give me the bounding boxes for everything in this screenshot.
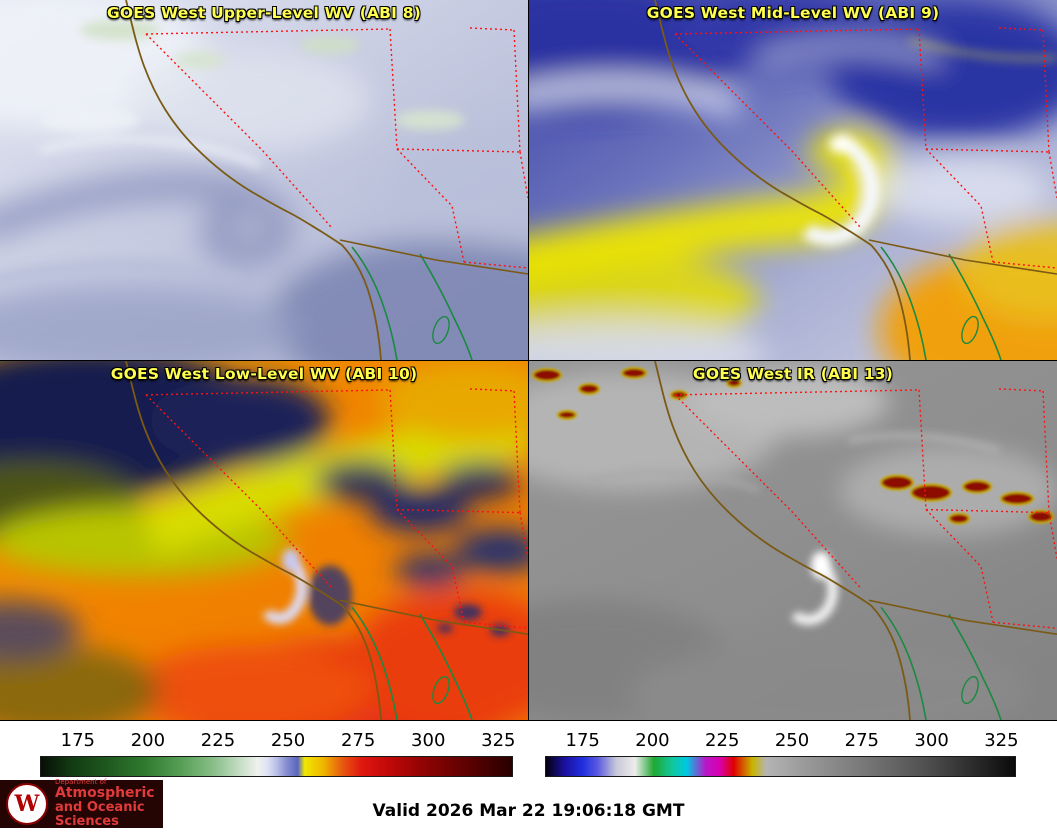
logo-line1: Atmospheric [55, 785, 155, 802]
map-overlay [125, 0, 528, 360]
colorbar-tick-label: 225 [705, 730, 740, 751]
colorbar-ir: 175 200 225 250 275 300 325 [528, 728, 1056, 777]
valid-time-label: Valid 2026 Mar 22 19:06:18 GMT [372, 801, 685, 821]
colorbar-strip: 175 200 225 250 275 300 325 175 200 225 250 275 300… [0, 721, 1057, 777]
quadrant-abi8: GOES West Upper-Level WV (ABI 8) [0, 0, 528, 360]
footer: W Department of Atmospheric and Oceanic … [0, 777, 1057, 830]
quadrant-abi9: GOES West Mid-Level WV (ABI 9) [529, 0, 1057, 360]
satellite-image-abi9 [529, 0, 1057, 360]
colorbar-tick-label: 200 [130, 730, 166, 751]
colorbar-tick-label: 250 [774, 730, 810, 751]
colorbar-wv-gradient [40, 756, 513, 777]
colorbar-ir-gradient [545, 756, 1016, 777]
colorbar-tick-label: 325 [481, 730, 516, 751]
uw-crest-icon: W [6, 783, 48, 825]
satellite-image-abi10 [0, 361, 528, 720]
satellite-quadrant-grid: GOES West Upper-Level WV (ABI 8) [0, 0, 1057, 721]
satellite-image-abi8 [0, 0, 528, 360]
uw-crest-monogram: W [14, 791, 40, 817]
colorbar-tick-label: 225 [200, 730, 236, 751]
colorbar-wv: 175 200 225 250 275 300 325 [0, 728, 528, 777]
colorbar-tick-label: 175 [60, 730, 96, 751]
quadrant-abi13: GOES West IR (ABI 13) [529, 361, 1057, 720]
logo-line2: and Oceanic Sciences [55, 800, 145, 830]
colorbar-tick-label: 300 [914, 730, 949, 751]
colorbar-tick-label: 250 [270, 730, 306, 751]
colorbar-wv-ticks: 175 200 225 250 275 300 325 [40, 728, 516, 754]
map-overlay [125, 361, 528, 720]
map-overlay [654, 0, 1057, 360]
colorbar-tick-label: 275 [340, 730, 376, 751]
colorbar-tick-label: 275 [844, 730, 879, 751]
quadrant-abi10: GOES West Low-Level WV (ABI 10) [0, 361, 528, 720]
satellite-image-abi13 [529, 361, 1057, 720]
colorbar-ir-ticks: 175 200 225 250 275 300 325 [545, 728, 1019, 754]
colorbar-tick-label: 300 [411, 730, 446, 751]
uw-aos-logo: W Department of Atmospheric and Oceanic … [0, 777, 163, 830]
logo-text: Department of Atmospheric and Oceanic Sc… [55, 777, 163, 830]
colorbar-tick-label: 200 [635, 730, 670, 751]
colorbar-tick-label: 325 [984, 730, 1019, 751]
map-overlay [654, 361, 1057, 720]
colorbar-tick-label: 175 [565, 730, 600, 751]
logo-dept-line: Department of [55, 777, 107, 786]
